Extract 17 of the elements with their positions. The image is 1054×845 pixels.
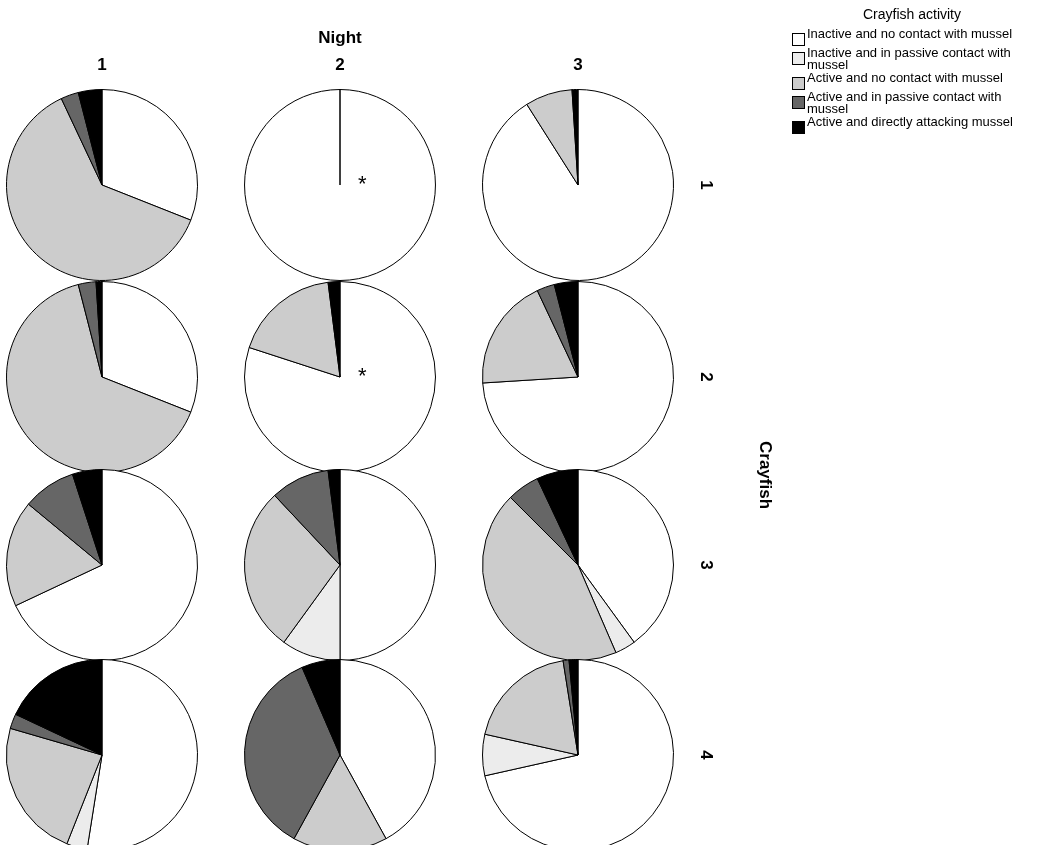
text: *	[358, 171, 367, 196]
legend-label: Active and no contact with mussel	[807, 70, 1003, 85]
legend-label: Active and directly attacking mussel	[807, 114, 1013, 129]
text: 1	[696, 180, 716, 190]
legend-label: Active and in passive contact with mussel	[807, 89, 1003, 116]
text: 3	[696, 560, 716, 570]
text: *	[358, 363, 367, 388]
text: 4	[696, 750, 716, 760]
legend-label: Inactive and in passive contact with mussel	[807, 45, 1012, 72]
text: Night	[317, 28, 363, 48]
text: Crayfish	[755, 440, 775, 510]
legend-title: Crayfish activity	[862, 6, 962, 22]
legend-label: Inactive and no contact with mussel	[807, 26, 1013, 41]
chart-title: 2	[334, 55, 346, 75]
text: 1	[96, 55, 108, 75]
chart-title: 3	[572, 55, 584, 75]
text: 2	[696, 372, 716, 382]
